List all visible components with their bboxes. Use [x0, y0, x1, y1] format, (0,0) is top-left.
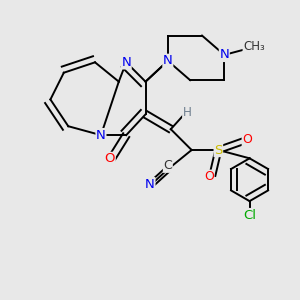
Text: Cl: Cl: [243, 208, 256, 222]
Text: N: N: [145, 178, 155, 191]
Text: O: O: [105, 152, 115, 165]
Text: O: O: [242, 133, 252, 146]
Text: N: N: [163, 54, 173, 67]
Text: O: O: [204, 170, 214, 183]
Text: CH₃: CH₃: [243, 40, 265, 53]
Text: H: H: [183, 106, 192, 119]
Text: C: C: [164, 159, 172, 172]
Text: N: N: [219, 48, 229, 62]
Text: S: S: [214, 143, 223, 157]
Text: N: N: [96, 129, 106, 142]
Text: N: N: [121, 56, 131, 69]
